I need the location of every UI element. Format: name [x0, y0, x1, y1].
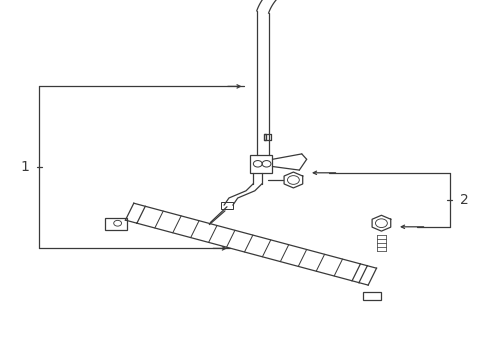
Bar	[264, 134, 265, 140]
Bar	[363, 292, 381, 300]
Text: 1: 1	[20, 161, 29, 174]
Text: 2: 2	[459, 193, 468, 207]
Bar	[221, 202, 233, 209]
Bar	[105, 218, 127, 230]
Bar	[250, 155, 272, 173]
